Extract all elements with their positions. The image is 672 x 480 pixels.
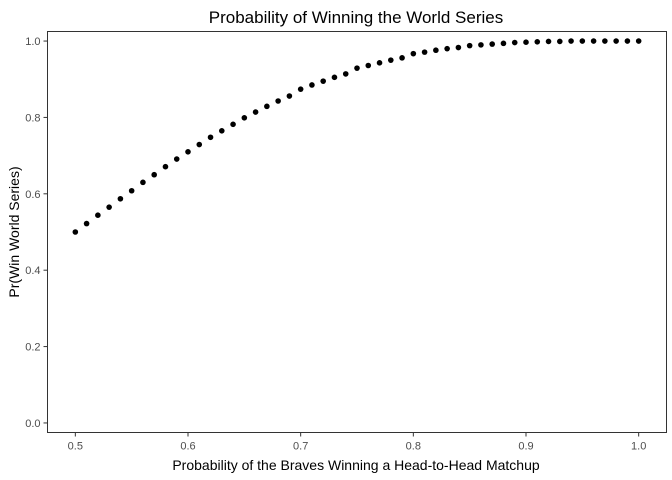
data-point xyxy=(557,38,563,45)
data-point xyxy=(399,55,405,61)
x-tick-label: 0.8 xyxy=(406,441,421,453)
data-point xyxy=(286,93,293,99)
data-point xyxy=(489,41,496,47)
data-point xyxy=(252,109,259,115)
data-point xyxy=(140,179,146,186)
plot-panel xyxy=(47,31,667,433)
data-point xyxy=(297,86,304,92)
data-point xyxy=(534,39,541,45)
data-point xyxy=(106,204,112,210)
data-point xyxy=(207,134,214,141)
data-point xyxy=(342,71,349,77)
x-axis-label: Probability of the Braves Winning a Head… xyxy=(172,457,540,473)
data-point xyxy=(185,149,191,155)
y-axis-label: Pr(Win World Series) xyxy=(6,166,22,297)
data-point xyxy=(568,38,574,44)
data-point xyxy=(466,42,473,49)
data-point xyxy=(72,229,79,235)
data-point xyxy=(95,212,101,218)
data-point xyxy=(500,40,507,47)
data-point xyxy=(388,57,394,63)
y-tick-label: 1.0 xyxy=(25,36,40,48)
data-point xyxy=(354,65,360,71)
data-point xyxy=(173,156,180,162)
data-point xyxy=(264,103,270,110)
data-point xyxy=(376,60,383,66)
data-point xyxy=(365,62,372,69)
data-point xyxy=(162,163,169,170)
y-tick-label: 0.6 xyxy=(25,189,40,201)
y-tick-label: 0.0 xyxy=(25,418,40,430)
x-tick-label: 0.7 xyxy=(293,441,308,453)
data-point xyxy=(602,38,608,44)
data-points xyxy=(72,38,642,235)
data-point xyxy=(421,49,428,55)
y-tick-label: 0.2 xyxy=(25,342,40,354)
x-tick-label: 0.6 xyxy=(180,441,195,453)
data-point xyxy=(455,44,462,51)
data-point xyxy=(579,38,586,44)
data-point xyxy=(613,38,619,44)
data-point xyxy=(590,38,597,44)
data-point xyxy=(241,115,248,121)
data-point xyxy=(196,141,203,148)
y-tick-label: 0.4 xyxy=(25,265,40,277)
data-point xyxy=(275,98,281,104)
x-tick-label: 1.0 xyxy=(631,441,646,453)
data-point xyxy=(117,195,124,202)
data-point xyxy=(410,50,417,57)
data-point xyxy=(309,82,315,88)
data-point xyxy=(151,171,157,178)
y-tick-label: 0.8 xyxy=(25,112,40,124)
data-point xyxy=(230,121,236,128)
data-point xyxy=(545,38,552,45)
data-point xyxy=(444,45,450,52)
data-point xyxy=(218,127,225,134)
x-tick-label: 0.5 xyxy=(68,441,83,453)
y-axis: 0.0 0.2 0.4 0.6 0.8 1.0 xyxy=(25,36,48,430)
x-axis: 0.5 0.6 0.7 0.8 0.9 1.0 xyxy=(68,432,646,453)
data-point xyxy=(331,74,338,81)
x-tick-label: 0.9 xyxy=(518,441,533,453)
chart-title: Probability of Winning the World Series xyxy=(209,8,504,27)
data-point xyxy=(83,220,90,227)
data-point xyxy=(320,78,326,84)
data-point xyxy=(478,42,484,48)
data-point xyxy=(128,187,135,194)
data-point xyxy=(635,38,642,44)
data-point xyxy=(433,47,439,54)
data-point xyxy=(523,39,529,45)
data-point xyxy=(624,38,631,44)
data-point xyxy=(511,39,518,46)
